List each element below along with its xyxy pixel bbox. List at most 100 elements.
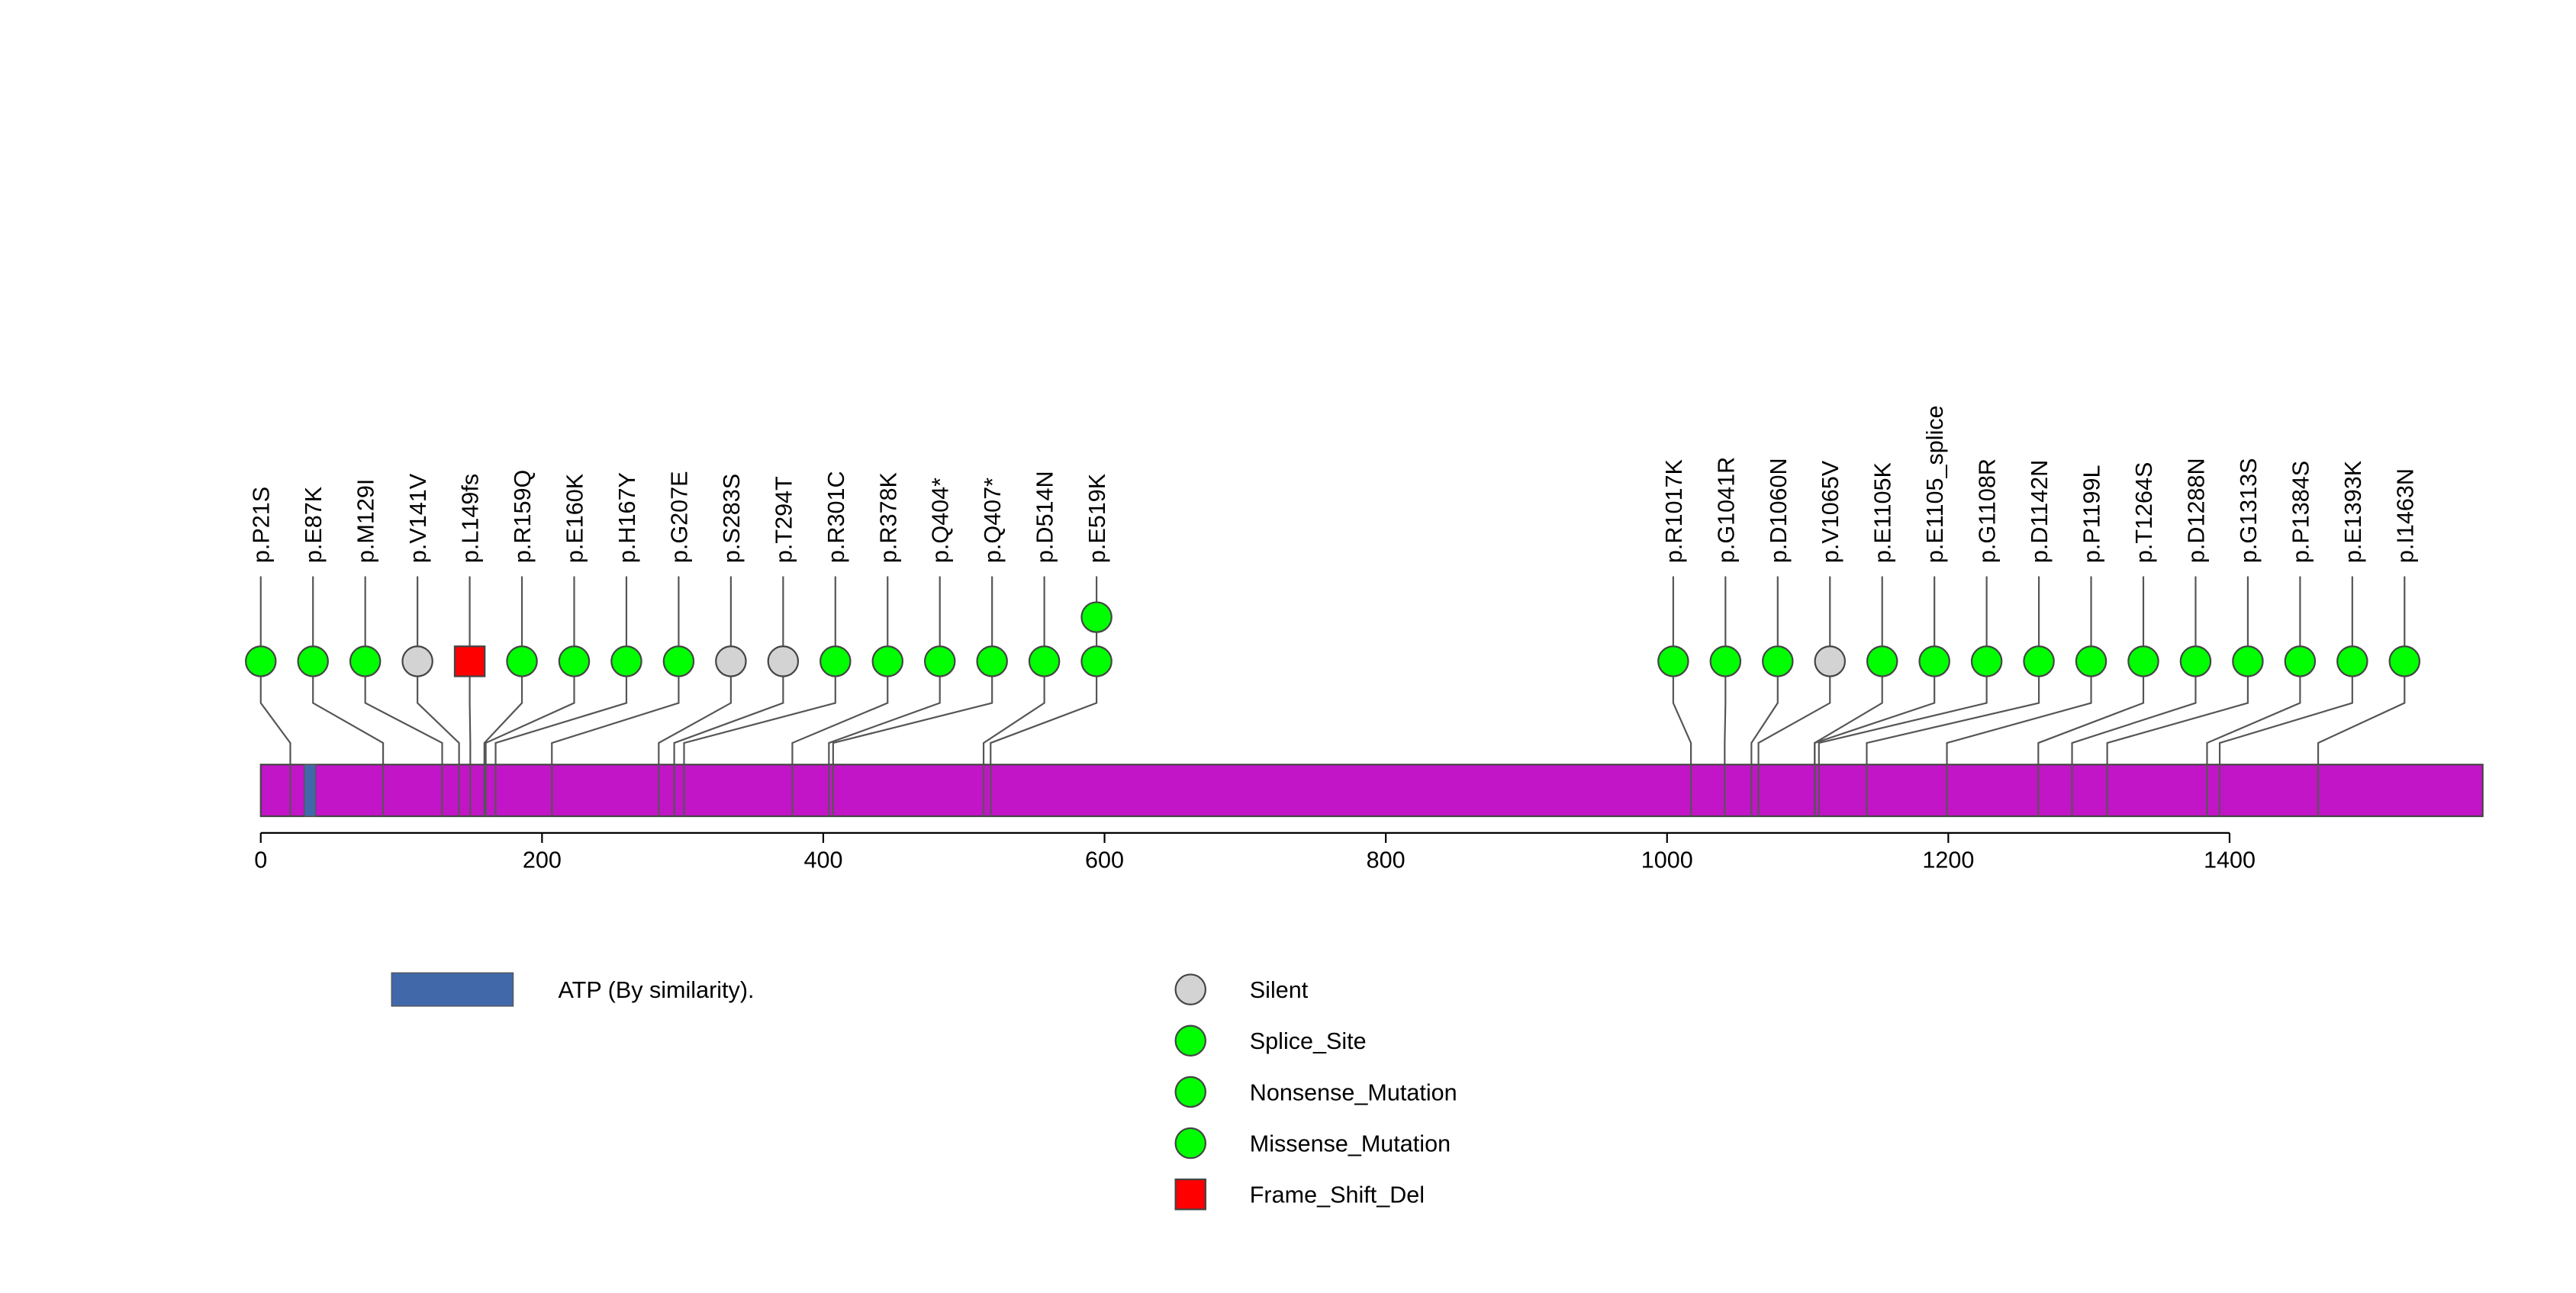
x-tick-label-200: 200 [523,848,562,873]
label-p-e1105k: p.E1105K [1870,462,1896,563]
connector-p-t1264s [2037,576,2145,765]
connector-p-d1288n [2071,576,2197,765]
mutation-markers [245,601,2421,677]
marker-p-e519k [1080,645,1113,677]
x-tick-label-0: 0 [254,848,267,873]
label-p-d1288n: p.D1288N [2183,458,2209,563]
marker-p-g1313s [2232,645,2264,677]
marker-p-s283s [715,645,747,677]
connector-p-r159q [483,576,523,765]
marker-p-g1108r [1970,645,2003,677]
marker-p-v141v [401,645,433,677]
marker-p-r378k [871,645,904,677]
connector-p-g1108r [1818,576,1988,765]
label-p-p1384s: p.P1384S [2288,461,2314,563]
label-p-r378k: p.R378K [875,472,901,564]
marker-p-e1105k [1866,645,1898,677]
connector-p-i1463n [2317,576,2406,765]
label-p-t294t: p.T294T [771,476,797,563]
legend-symbol-missense-mutation [1174,1127,1206,1160]
label-p-r1017k: p.R1017K [1661,459,1687,564]
protein-backbone [259,764,2484,818]
connector-p-d1142n [1866,576,2040,765]
marker-p-e87k [297,645,329,677]
marker-p-d1142n [2023,645,2055,677]
legend-symbol-splice-site [1174,1024,1206,1057]
marker-p-g1041r [1709,645,1742,677]
legend-symbol-frame-shift-del [1174,1178,1206,1211]
marker-p-h167y [610,645,642,677]
connector-p-r378k [791,576,889,765]
legend-label-silent: Silent [1250,977,1309,1003]
label-p-p1199l: p.P1199L [2079,465,2105,563]
label-p-r301c: p.R301C [823,471,849,563]
label-p-d1060n: p.D1060N [1766,458,1792,563]
legend-symbol-nonsense-mutation [1174,1076,1206,1108]
connector-p-t294t [673,576,784,765]
marker-p-e519k-2 [1080,601,1113,633]
connector-p-v1065v [1757,576,1831,765]
marker-p-v1065v [1814,645,1846,677]
connector-p-e160k [485,576,575,765]
marker-p-i1463n [2388,645,2421,677]
connector-p-e87k [312,576,385,765]
label-p-r159q: p.R159Q [510,470,536,563]
label-p-t1264s: p.T1264S [2131,462,2157,564]
label-p-d514n: p.D514N [1032,471,1058,563]
marker-p-d1288n [2179,645,2212,677]
marker-p-p1199l [2075,645,2107,677]
x-tick-label-1400: 1400 [2204,848,2256,873]
marker-p-r159q [506,645,538,677]
label-p-d1142n: p.D1142N [2027,460,2053,563]
marker-p-e1105-splice [1918,645,1950,677]
connector-p-g207e [551,576,680,765]
marker-p-l149fs [453,645,486,677]
connector-p-l149fs [469,576,472,765]
connector-p-e1393k [2218,576,2353,765]
marker-p-e160k [558,645,591,677]
label-p-q407: p.Q407* [980,478,1006,563]
connector-p-e519k [990,576,1098,765]
label-p-h167y: p.H167Y [614,472,640,563]
label-p-e519k: p.E519K [1084,473,1110,563]
label-p-v141v: p.V141V [405,473,431,563]
x-tick-label-400: 400 [803,848,842,873]
connector-p-q404 [828,576,941,765]
domain-atp-by-similarity [304,764,317,817]
marker-p-p1384s [2284,645,2317,677]
label-p-m129i: p.M129I [353,479,379,563]
label-p-l149fs: p.L149fs [458,474,484,563]
label-p-e160k: p.E160K [562,473,588,563]
label-p-i1463n: p.I1463N [2392,468,2418,563]
marker-p-g207e [662,645,695,677]
x-axis: 0 200 400 600 800 1000 1200 1400 [254,831,2256,873]
connector-p-d1060n [1750,576,1779,765]
label-p-s283s: p.S283S [719,474,745,563]
label-p-g1108r: p.G1108R [1975,458,2001,563]
label-p-g1041r: p.G1041R [1713,457,1739,563]
mutation-type-legend: Silent Splice_Site Nonsense_Mutation Missen… [1174,973,1457,1211]
x-tick-label-1200: 1200 [1922,848,1974,873]
label-p-p21s: p.P21S [249,487,275,563]
marker-p-q407 [976,645,1008,677]
mutation-labels: p.P21S p.E87K p.M129I p.V141V p.L149fs p.R159… [249,405,2419,563]
connector-p-g1313s [2106,576,2249,765]
marker-p-p21s [245,645,277,677]
legend-label-nonsense-mutation: Nonsense_Mutation [1250,1079,1457,1105]
connector-p-r301c [683,576,836,765]
x-tick-label-600: 600 [1085,848,1124,873]
connector-p-p1384s [2206,576,2301,765]
marker-p-t1264s [2127,645,2159,677]
marker-p-q404 [923,645,956,677]
marker-p-m129i [349,645,382,677]
legend-label-atp-by-similarity: ATP (By similarity). [559,977,755,1003]
protein-track [259,764,2484,818]
connector-p-s283s [658,576,732,765]
connector-p-m129i [364,576,443,765]
legend-label-frame-shift-del: Frame_Shift_Del [1250,1182,1425,1208]
connector-lines [259,576,2406,765]
x-tick-label-800: 800 [1367,848,1406,873]
label-p-g1313s: p.G1313S [2236,458,2262,563]
